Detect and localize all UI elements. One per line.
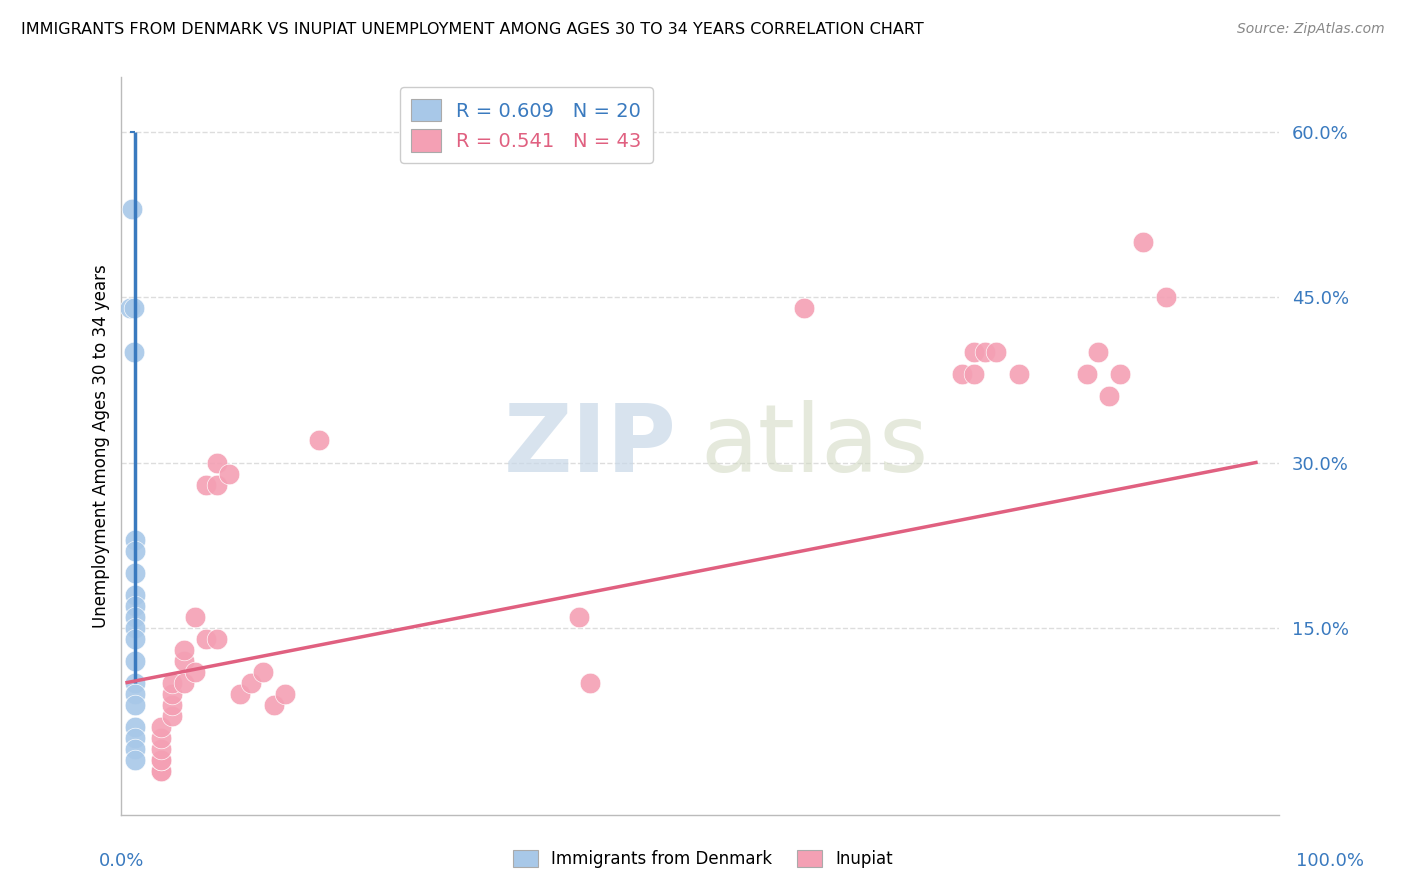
Point [184, 665, 207, 679]
Point [162, 687, 184, 701]
Point [120, 301, 142, 316]
Point [124, 698, 146, 712]
Y-axis label: Unemployment Among Ages 30 to 34 years: Unemployment Among Ages 30 to 34 years [93, 264, 110, 628]
Point [162, 698, 184, 712]
Legend: Immigrants from Denmark, Inupiat: Immigrants from Denmark, Inupiat [506, 843, 900, 875]
Text: 100.0%: 100.0% [1296, 852, 1364, 870]
Text: IMMIGRANTS FROM DENMARK VS INUPIAT UNEMPLOYMENT AMONG AGES 30 TO 34 YEARS CORREL: IMMIGRANTS FROM DENMARK VS INUPIAT UNEMP… [21, 22, 924, 37]
Point [1098, 389, 1121, 403]
Point [149, 764, 172, 778]
Point [124, 654, 146, 668]
Point [173, 675, 195, 690]
Point [124, 720, 146, 734]
Point [1154, 290, 1177, 304]
Point [240, 675, 263, 690]
Text: 0.0%: 0.0% [98, 852, 143, 870]
Point [124, 753, 146, 767]
Point [308, 434, 330, 448]
Point [274, 687, 297, 701]
Point [162, 675, 184, 690]
Point [207, 477, 229, 491]
Point [124, 675, 146, 690]
Point [122, 345, 145, 359]
Point [162, 708, 184, 723]
Point [195, 477, 218, 491]
Point [124, 621, 146, 635]
Point [263, 698, 285, 712]
Text: Source: ZipAtlas.com: Source: ZipAtlas.com [1237, 22, 1385, 37]
Point [207, 632, 229, 646]
Point [124, 632, 146, 646]
Point [252, 665, 274, 679]
Point [124, 533, 146, 547]
Point [124, 731, 146, 745]
Point [173, 642, 195, 657]
Point [229, 687, 252, 701]
Legend: R = 0.609   N = 20, R = 0.541   N = 43: R = 0.609 N = 20, R = 0.541 N = 43 [399, 87, 652, 163]
Point [1109, 368, 1132, 382]
Point [1008, 368, 1031, 382]
Point [207, 456, 229, 470]
Point [793, 301, 815, 316]
Point [974, 345, 997, 359]
Point [568, 609, 591, 624]
Text: atlas: atlas [700, 400, 928, 492]
Point [121, 202, 143, 217]
Point [1076, 368, 1098, 382]
Point [579, 675, 602, 690]
Point [952, 368, 974, 382]
Point [124, 543, 146, 558]
Point [1087, 345, 1109, 359]
Point [149, 720, 172, 734]
Point [124, 566, 146, 580]
Point [124, 741, 146, 756]
Point [124, 687, 146, 701]
Point [149, 731, 172, 745]
Point [124, 588, 146, 602]
Text: ZIP: ZIP [503, 400, 676, 492]
Point [1132, 235, 1154, 250]
Point [124, 599, 146, 613]
Point [149, 753, 172, 767]
Point [963, 368, 986, 382]
Point [195, 632, 218, 646]
Point [149, 753, 172, 767]
Point [986, 345, 1008, 359]
Point [122, 301, 145, 316]
Point [173, 654, 195, 668]
Point [124, 609, 146, 624]
Point [149, 741, 172, 756]
Point [963, 345, 986, 359]
Point [149, 764, 172, 778]
Point [218, 467, 240, 481]
Point [184, 609, 207, 624]
